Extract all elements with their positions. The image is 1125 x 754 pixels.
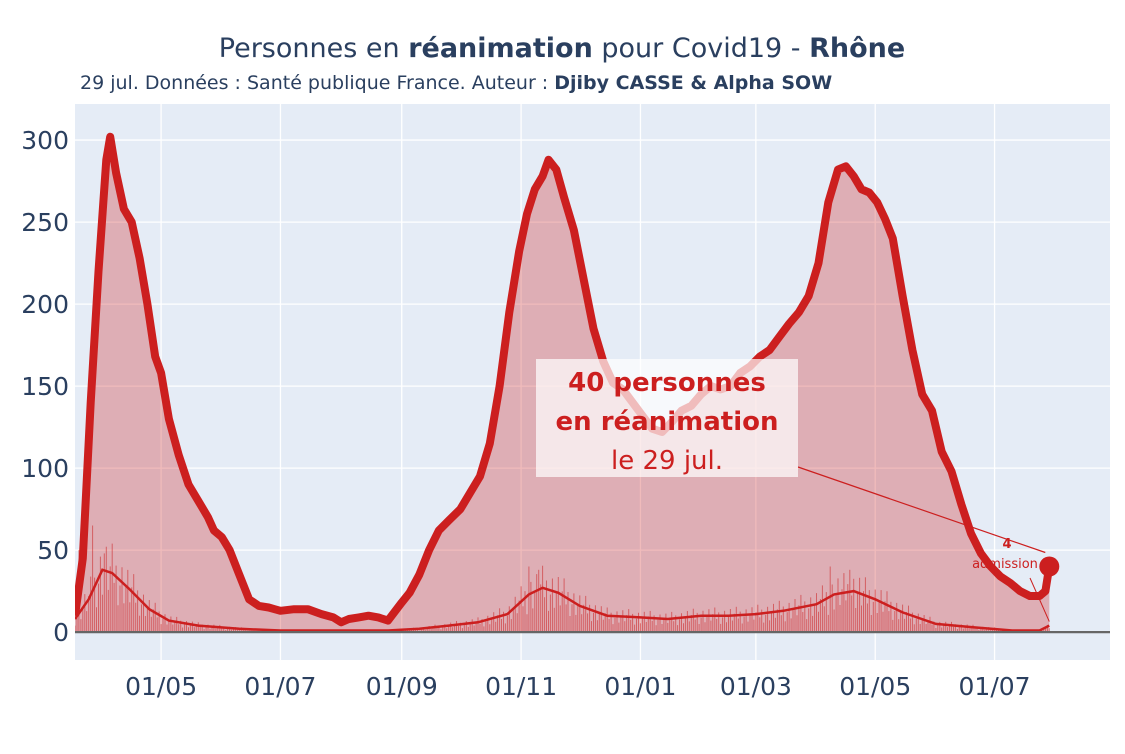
annotation-line-2: en réanimation bbox=[556, 407, 779, 437]
title-bold-2: Rhône bbox=[809, 33, 905, 64]
secondary-annotation-arrow bbox=[1029, 577, 1050, 622]
x-tick-label: 01/07 bbox=[244, 672, 316, 701]
x-tick-label: 01/01 bbox=[604, 672, 676, 701]
x-tick-label: 01/11 bbox=[485, 672, 557, 701]
subtitle-text: 29 jul. Données : Santé publique France.… bbox=[80, 72, 554, 94]
subtitle-author: Djiby CASSE & Alpha SOW bbox=[554, 72, 832, 94]
y-tick-label: 150 bbox=[21, 372, 69, 401]
y-tick-label: 300 bbox=[21, 126, 69, 155]
secondary-annotation-line-1: 4 bbox=[1002, 537, 1011, 552]
y-tick-label: 0 bbox=[53, 618, 69, 647]
x-tick-label: 01/05 bbox=[839, 672, 911, 701]
annotation-line-1: 40 personnes bbox=[568, 368, 766, 398]
secondary-annotation-line-2: admission bbox=[972, 557, 1038, 572]
axis-layer: 0 50 100 150 200 250 300 01/05 01/07 01/09 01/11 01… bbox=[21, 126, 1110, 701]
annotation-line-3: le 29 jul. bbox=[611, 446, 723, 476]
title-middle: pour Covid19 - bbox=[593, 33, 809, 64]
annotation-layer: 40 personnes en réanimation le 29 jul. 4… bbox=[536, 359, 1060, 622]
y-tick-label: 200 bbox=[21, 290, 69, 319]
x-tick-label: 01/05 bbox=[125, 672, 197, 701]
x-tick-label: 01/09 bbox=[366, 672, 438, 701]
y-tick-label: 50 bbox=[37, 536, 69, 565]
x-tick-label: 01/07 bbox=[959, 672, 1031, 701]
chart-subtitle: 29 jul. Données : Santé publique France.… bbox=[80, 72, 832, 94]
admissions-line bbox=[75, 568, 1050, 632]
title-bold-1: réanimation bbox=[408, 33, 593, 64]
annotation-box bbox=[536, 359, 798, 477]
chart-title: Personnes en réanimation pour Covid19 - … bbox=[219, 33, 905, 64]
title-prefix: Personnes en bbox=[219, 33, 408, 64]
annotation-arrow bbox=[797, 466, 1046, 554]
x-tick-label: 01/03 bbox=[720, 672, 792, 701]
y-tick-label: 100 bbox=[21, 454, 69, 483]
y-tick-label: 250 bbox=[21, 208, 69, 237]
icu-line bbox=[75, 132, 1054, 627]
last-value-marker bbox=[1039, 556, 1060, 577]
